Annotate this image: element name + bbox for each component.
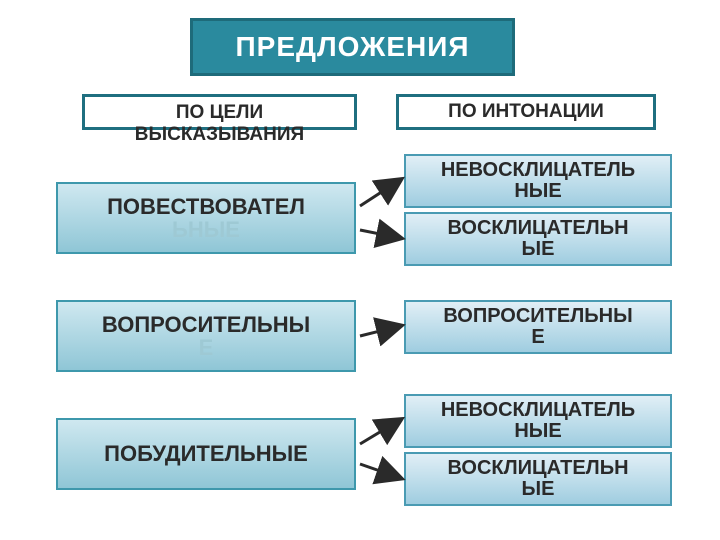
outline-left-inner: ПО ЦЕЛИ ВЫСКАЗЫВАНИЯ <box>135 103 304 145</box>
right-box-3: ВОПРОСИТЕЛЬНЫ Е <box>404 300 672 354</box>
right-box-4: НЕВОСКЛИЦАТЕЛЬ НЫЕ <box>404 394 672 448</box>
right-box-5-tail: ЫЕ <box>447 479 628 500</box>
outline-right-text: ПО ИНТОНАЦИИ <box>448 102 604 122</box>
left-box-1-tail: ЬНЫЕ <box>107 218 305 241</box>
right-box-3-main: ВОПРОСИТЕЛЬНЫ <box>443 306 632 327</box>
outline-left-line1: ПО ЦЕЛИ <box>135 103 304 123</box>
left-box-2-main: ВОПРОСИТЕЛЬНЫ <box>102 313 310 336</box>
right-box-4-inner: НЕВОСКЛИЦАТЕЛЬ НЫЕ <box>441 400 635 442</box>
left-box-3-inner: ПОБУДИТЕЛЬНЫЕ <box>104 442 308 465</box>
left-box-1: ПОВЕСТВОВАТЕЛ ЬНЫЕ <box>56 182 356 254</box>
right-box-4-main: НЕВОСКЛИЦАТЕЛЬ <box>441 400 635 421</box>
left-box-2: ВОПРОСИТЕЛЬНЫ Е <box>56 300 356 372</box>
right-box-5: ВОСКЛИЦАТЕЛЬН ЫЕ <box>404 452 672 506</box>
left-box-3-main: ПОБУДИТЕЛЬНЫЕ <box>104 442 308 465</box>
right-box-2: ВОСКЛИЦАТЕЛЬН ЫЕ <box>404 212 672 266</box>
title-box: ПРЕДЛОЖЕНИЯ <box>190 18 515 76</box>
right-box-2-tail: ЫЕ <box>447 239 628 260</box>
right-box-2-main: ВОСКЛИЦАТЕЛЬН <box>447 218 628 239</box>
right-box-1-main: НЕВОСКЛИЦАТЕЛЬ <box>441 160 635 181</box>
right-box-5-main: ВОСКЛИЦАТЕЛЬН <box>447 458 628 479</box>
left-box-2-tail: Е <box>102 336 310 359</box>
right-box-4-tail: НЫЕ <box>441 421 635 442</box>
right-box-2-inner: ВОСКЛИЦАТЕЛЬН ЫЕ <box>447 218 628 260</box>
left-box-1-inner: ПОВЕСТВОВАТЕЛ ЬНЫЕ <box>107 195 305 241</box>
right-box-1: НЕВОСКЛИЦАТЕЛЬ НЫЕ <box>404 154 672 208</box>
outline-left-line2: ВЫСКАЗЫВАНИЯ <box>135 125 304 145</box>
right-box-3-inner: ВОПРОСИТЕЛЬНЫ Е <box>443 306 632 348</box>
left-box-2-inner: ВОПРОСИТЕЛЬНЫ Е <box>102 313 310 359</box>
right-box-3-tail: Е <box>443 327 632 348</box>
right-box-5-inner: ВОСКЛИЦАТЕЛЬН ЫЕ <box>447 458 628 500</box>
outline-right: ПО ИНТОНАЦИИ <box>396 94 656 130</box>
right-box-1-tail: НЫЕ <box>441 181 635 202</box>
right-box-1-inner: НЕВОСКЛИЦАТЕЛЬ НЫЕ <box>441 160 635 202</box>
outline-left: ПО ЦЕЛИ ВЫСКАЗЫВАНИЯ <box>82 94 357 130</box>
left-box-1-main: ПОВЕСТВОВАТЕЛ <box>107 195 305 218</box>
title-text: ПРЕДЛОЖЕНИЯ <box>236 32 470 61</box>
left-box-3: ПОБУДИТЕЛЬНЫЕ <box>56 418 356 490</box>
